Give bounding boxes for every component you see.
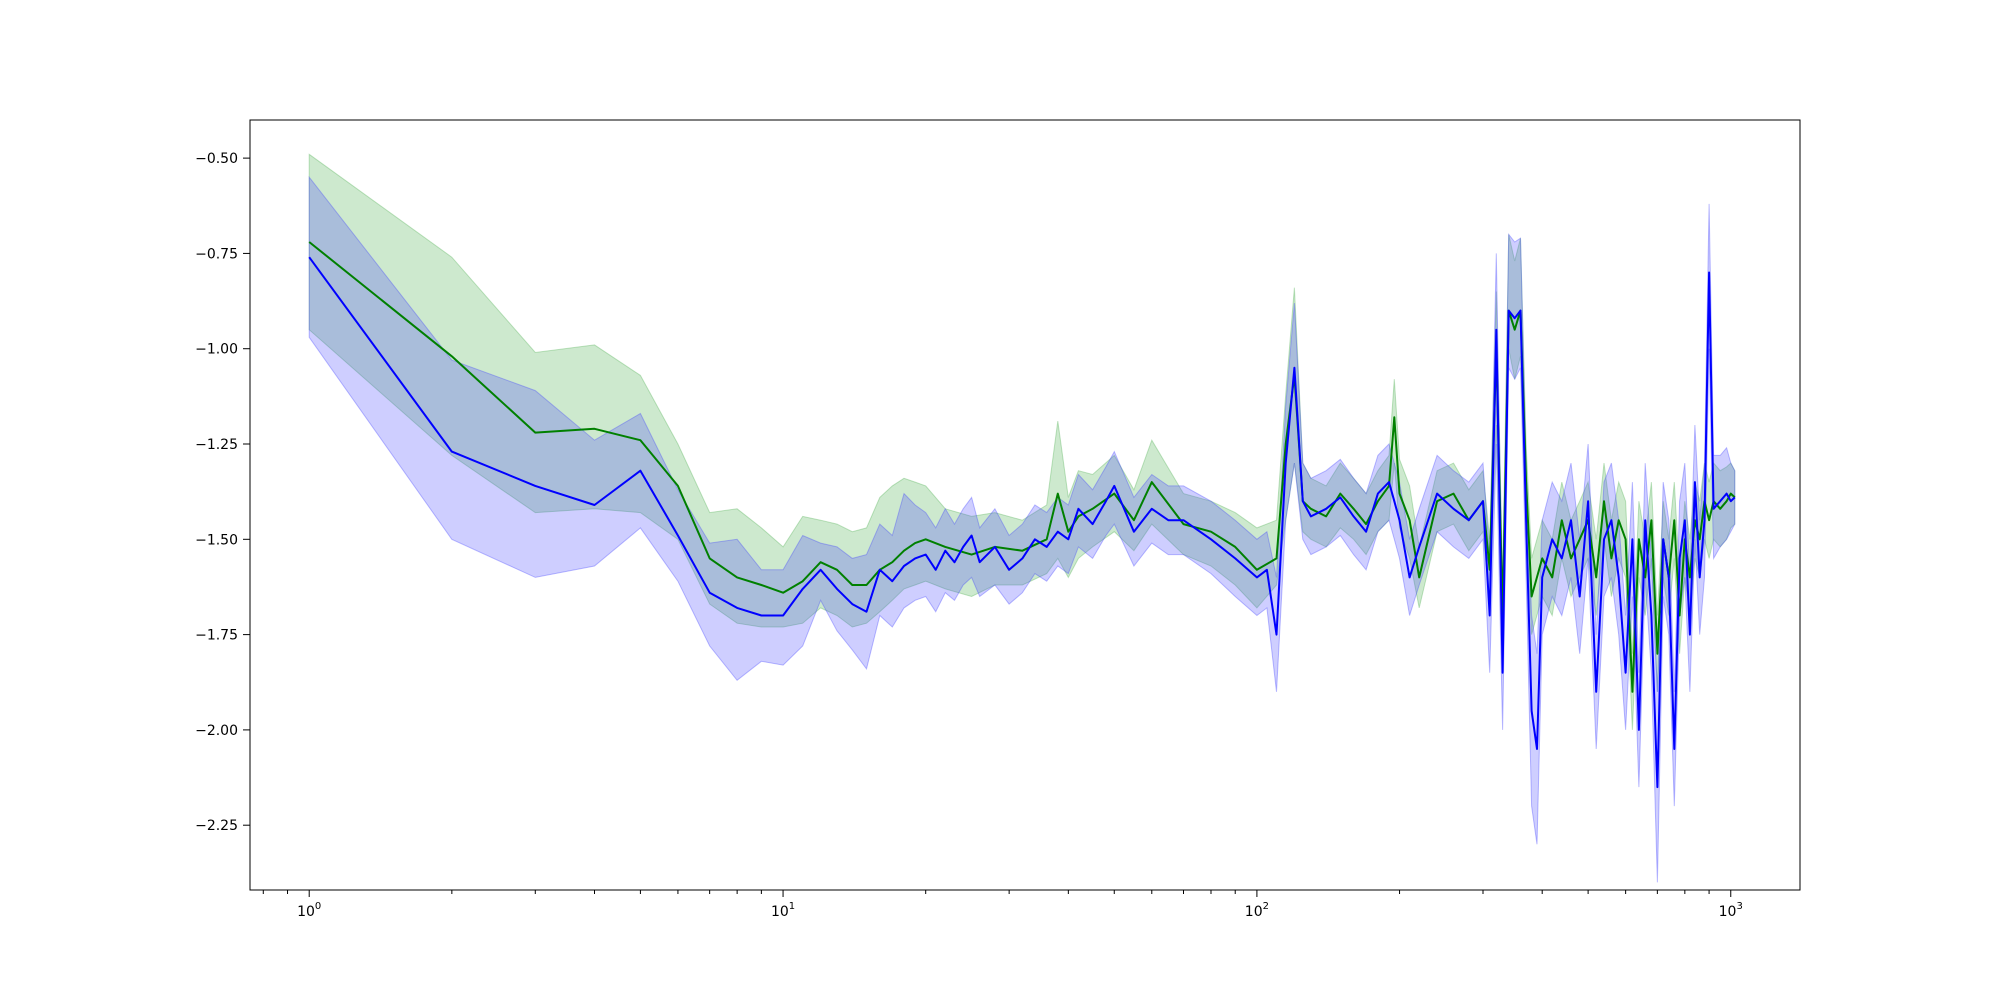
x-tick-label: 101: [771, 901, 795, 920]
x-tick-label: 103: [1719, 901, 1743, 920]
y-tick-label: −0.50: [195, 151, 238, 167]
y-tick-label: −0.75: [195, 246, 238, 262]
series-2-band: [308, 175, 1736, 883]
y-tick-label: −1.50: [195, 532, 238, 548]
confidence-bands: [308, 153, 1736, 883]
series-2-line: [308, 256, 1736, 789]
y-axis: −0.50 −0.75 −1.00 −1.25 −1.50 −1.75 −2.00 −2.25: [195, 151, 250, 834]
x-tick-label: 100: [297, 901, 321, 920]
series-1-band: [308, 153, 1736, 730]
x-axis: 100 101 102 103: [262, 890, 1743, 920]
series-lines: [308, 241, 1736, 789]
y-tick-label: −1.00: [195, 342, 238, 358]
y-tick-label: −2.25: [195, 818, 238, 834]
y-tick-label: −2.00: [195, 723, 238, 739]
plot-frame: [249, 119, 1801, 891]
y-tick-label: −1.75: [195, 628, 238, 644]
series-1-line: [308, 241, 1736, 693]
x-tick-label: 102: [1245, 901, 1269, 920]
y-tick-label: −1.25: [195, 437, 238, 453]
